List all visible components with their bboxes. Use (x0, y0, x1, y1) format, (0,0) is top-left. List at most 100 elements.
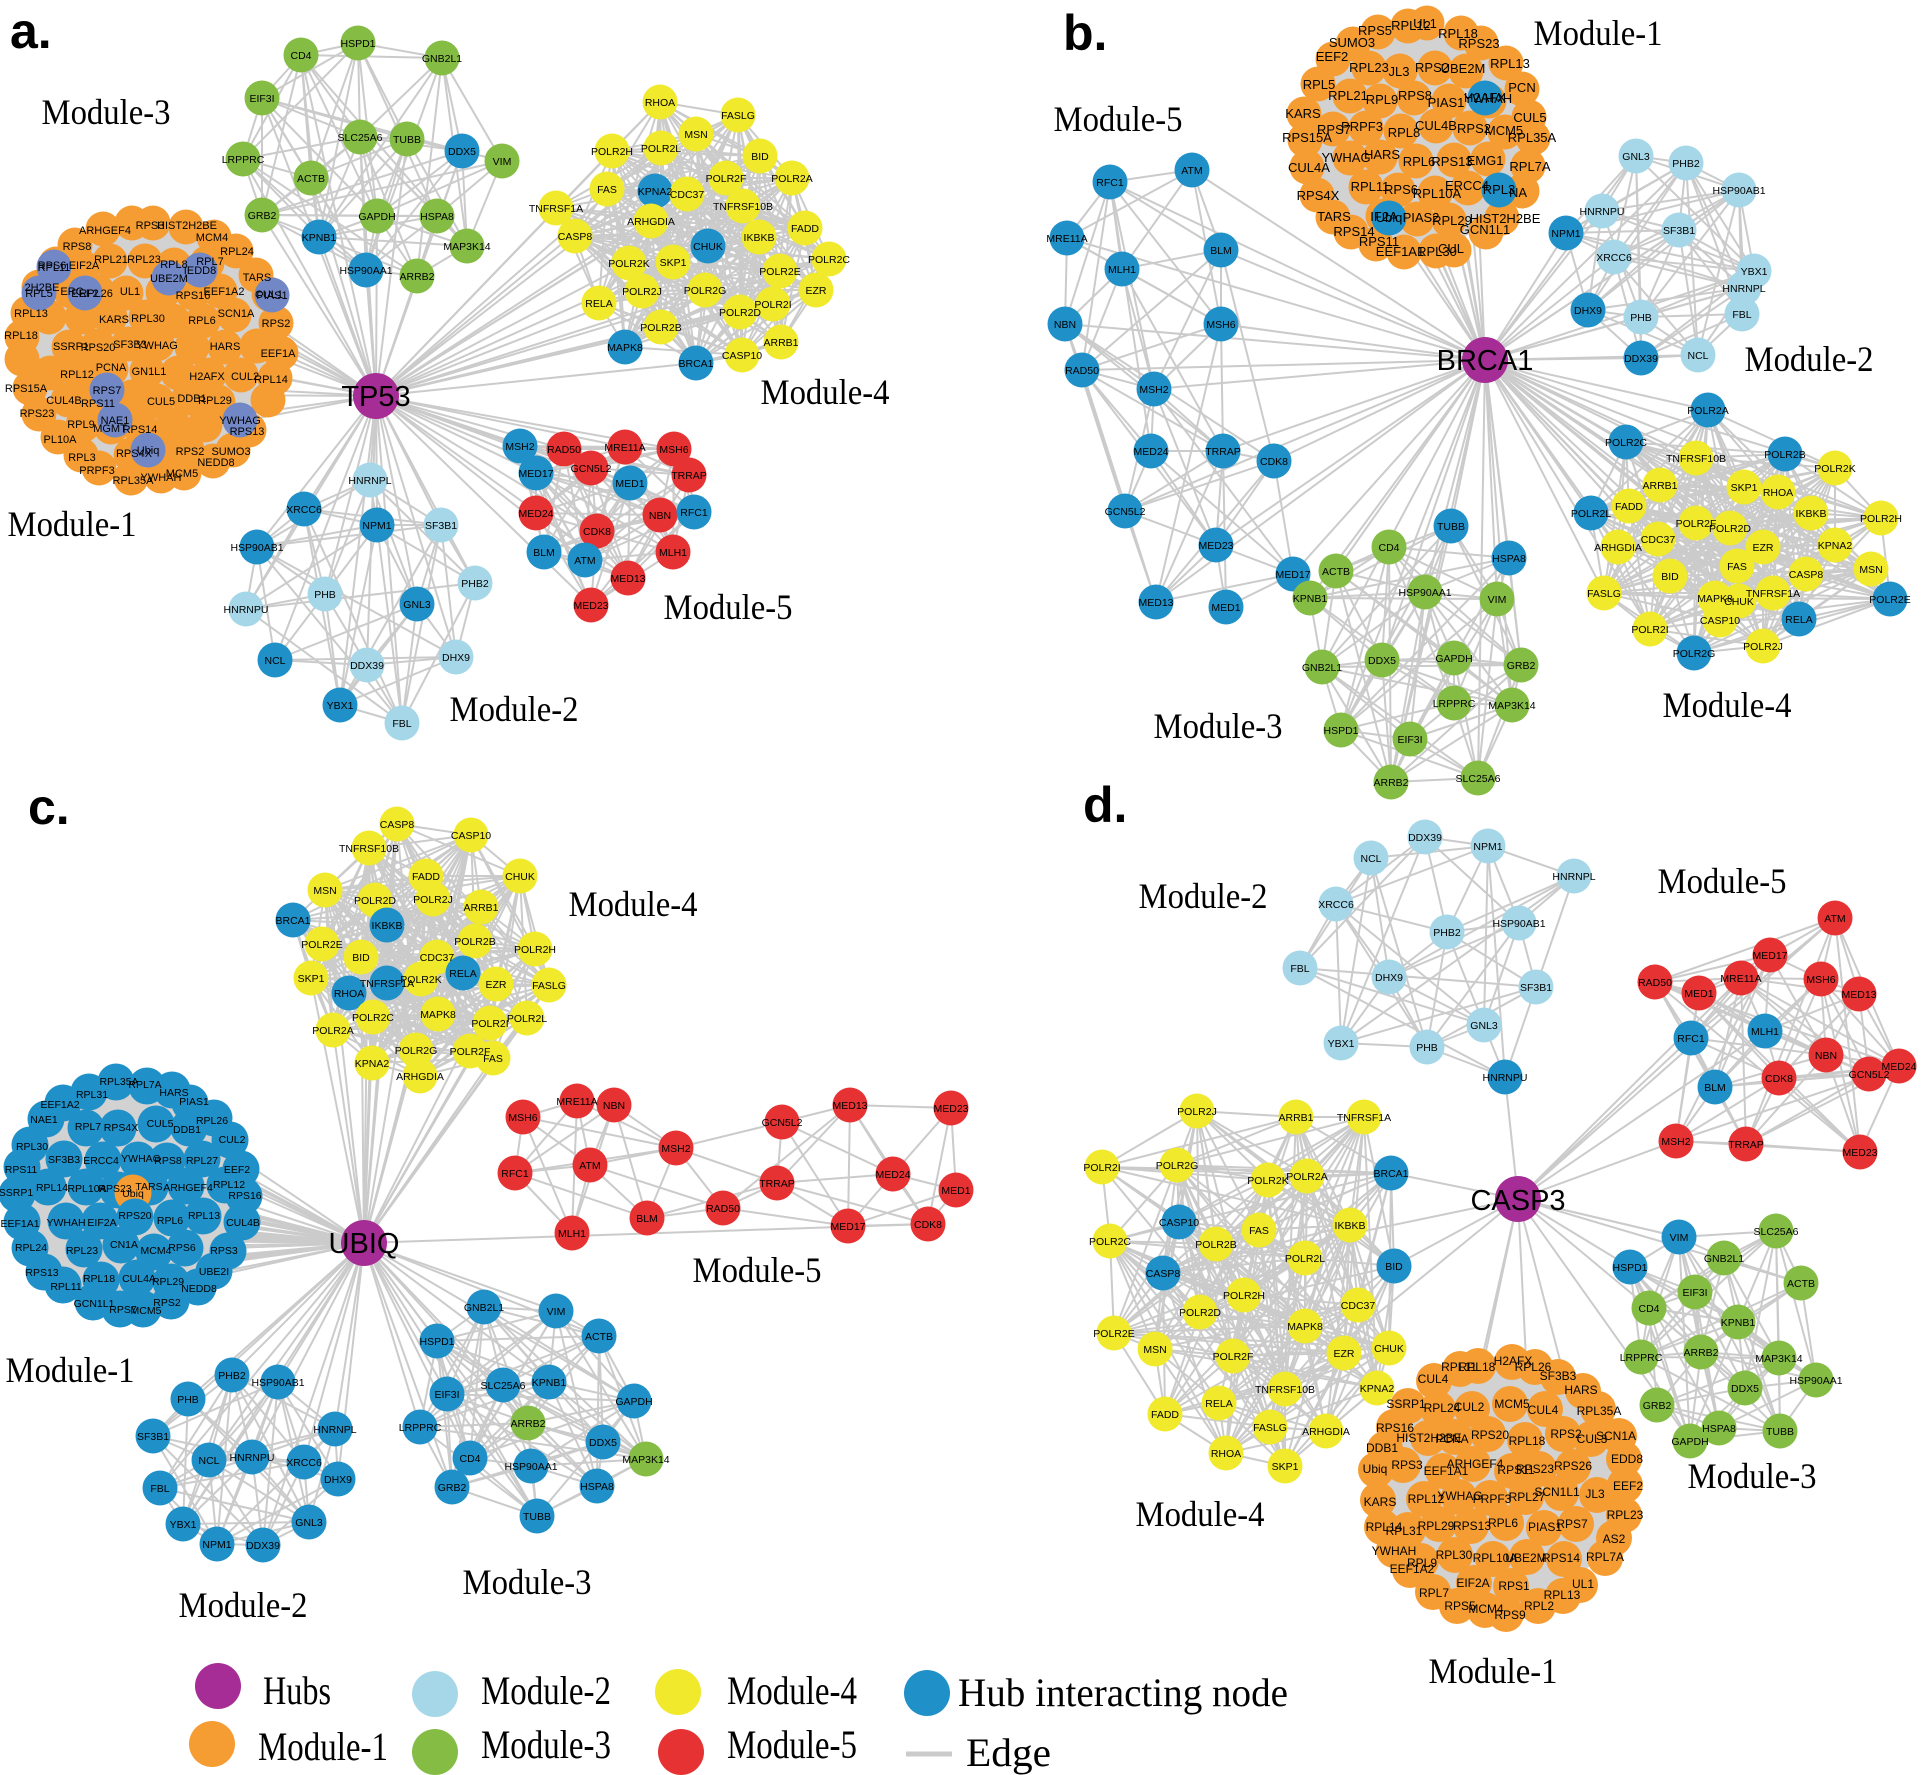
svg-text:SF3B3: SF3B3 (48, 1154, 80, 1166)
svg-text:RPL21: RPL21 (1328, 88, 1368, 103)
svg-text:SCN1A: SCN1A (1596, 1429, 1636, 1443)
svg-text:CASP10: CASP10 (451, 830, 491, 842)
svg-text:MCM5: MCM5 (131, 1305, 162, 1317)
svg-text:DDB1: DDB1 (1366, 1441, 1398, 1455)
svg-text:HARS: HARS (159, 1087, 188, 1099)
svg-text:EZR: EZR (806, 285, 827, 297)
svg-text:RPL12: RPL12 (1391, 18, 1431, 33)
svg-text:DDX5: DDX5 (1731, 1383, 1759, 1395)
svg-text:RPS2: RPS2 (176, 446, 205, 458)
svg-text:Module-2: Module-2 (450, 689, 579, 729)
svg-text:RPS15A: RPS15A (5, 383, 48, 395)
svg-text:FBL: FBL (392, 718, 411, 730)
svg-text:GAPDH: GAPDH (1435, 653, 1472, 665)
svg-text:NA: NA (1509, 185, 1527, 200)
svg-text:FAS: FAS (1249, 1225, 1269, 1237)
svg-text:GCN5L2: GCN5L2 (571, 463, 612, 475)
svg-text:MSN: MSN (313, 885, 336, 897)
svg-text:RPL2: RPL2 (1524, 1599, 1554, 1613)
svg-text:NAE1: NAE1 (101, 415, 130, 427)
svg-text:RPL5: RPL5 (1303, 77, 1336, 92)
svg-text:RPL14: RPL14 (36, 1182, 68, 1194)
svg-text:CUL4A: CUL4A (1288, 160, 1330, 175)
svg-text:GAPDH: GAPDH (1671, 1436, 1708, 1448)
svg-text:EZR: EZR (486, 979, 507, 991)
svg-text:PRPF3: PRPF3 (1341, 119, 1383, 134)
svg-text:Ubiq: Ubiq (122, 1188, 144, 1200)
svg-text:EEF1A1: EEF1A1 (0, 1218, 39, 1230)
svg-text:NBN: NBN (1054, 319, 1076, 331)
svg-text:HSP90AB1: HSP90AB1 (1492, 918, 1545, 930)
svg-text:ACTB: ACTB (585, 1331, 613, 1343)
svg-text:ACTB: ACTB (1787, 1278, 1815, 1290)
svg-text:ARRB1: ARRB1 (1278, 1112, 1313, 1124)
svg-text:GRB2: GRB2 (248, 210, 277, 222)
svg-text:Module-3: Module-3 (463, 1562, 592, 1602)
svg-text:RPL29: RPL29 (1432, 213, 1472, 228)
svg-text:RPL35A: RPL35A (99, 1076, 138, 1088)
svg-text:FADD: FADD (1151, 1409, 1179, 1421)
svg-text:MAP3K14: MAP3K14 (1755, 1353, 1802, 1365)
svg-text:Module-5: Module-5 (1658, 861, 1787, 901)
svg-text:CHUK: CHUK (693, 241, 723, 253)
svg-text:RPS23: RPS23 (20, 408, 55, 420)
svg-text:PCNA: PCNA (1435, 1432, 1468, 1446)
svg-text:CUL4B: CUL4B (46, 395, 81, 407)
svg-text:RPS7: RPS7 (1317, 122, 1351, 137)
svg-text:BLM: BLM (1704, 1082, 1726, 1094)
svg-text:RPS11: RPS11 (1497, 1463, 1534, 1477)
svg-text:GAPDH: GAPDH (615, 1396, 652, 1408)
svg-text:POLR2B: POLR2B (454, 936, 495, 948)
svg-text:TARS: TARS (243, 272, 272, 284)
svg-text:TRRAP: TRRAP (1205, 446, 1241, 458)
svg-text:RPS3: RPS3 (1391, 1458, 1423, 1472)
svg-text:MED17: MED17 (830, 1221, 865, 1233)
svg-text:IF2A: IF2A (1370, 209, 1398, 224)
svg-text:HNRNPL: HNRNPL (1552, 871, 1595, 883)
svg-text:EIF3I: EIF3I (434, 1389, 459, 1401)
svg-text:POLR2C: POLR2C (1089, 1236, 1131, 1248)
svg-text:CD4: CD4 (459, 1453, 480, 1465)
svg-text:RPL24: RPL24 (15, 1242, 47, 1254)
svg-text:RPL23: RPL23 (1349, 60, 1389, 75)
svg-text:FADD: FADD (412, 871, 440, 883)
svg-text:POLR2D: POLR2D (354, 895, 396, 907)
svg-text:HSP90AA1: HSP90AA1 (339, 265, 392, 277)
svg-text:RPL29: RPL29 (1418, 1519, 1455, 1533)
svg-text:HSP90AB1: HSP90AB1 (251, 1377, 304, 1389)
svg-text:CASP8: CASP8 (380, 819, 415, 831)
svg-text:RPL30: RPL30 (1436, 1548, 1473, 1562)
svg-text:DDX5: DDX5 (589, 1437, 617, 1449)
svg-text:MAPK8: MAPK8 (420, 1009, 456, 1021)
svg-text:MGMT: MGMT (93, 423, 127, 435)
svg-text:b.: b. (1063, 5, 1107, 61)
svg-text:POLR2B: POLR2B (640, 322, 681, 334)
svg-text:RPL6: RPL6 (1488, 1516, 1518, 1530)
svg-text:RPL31: RPL31 (1386, 1524, 1423, 1538)
svg-text:LRPPRC: LRPPRC (222, 154, 265, 166)
svg-text:MSH6: MSH6 (1806, 974, 1835, 986)
svg-text:RPS7: RPS7 (109, 1304, 137, 1316)
svg-text:NCL: NCL (198, 1455, 219, 1467)
svg-text:RAD50: RAD50 (706, 1203, 740, 1215)
svg-text:RPL35A: RPL35A (113, 475, 155, 487)
svg-text:RPL12: RPL12 (213, 1179, 245, 1191)
svg-text:SF3B1: SF3B1 (137, 1431, 169, 1443)
svg-text:RPL12: RPL12 (60, 369, 94, 381)
svg-text:ATM: ATM (574, 555, 595, 567)
svg-text:KARS: KARS (1285, 106, 1321, 121)
svg-text:RPL29: RPL29 (198, 395, 232, 407)
svg-text:RPS6: RPS6 (1384, 182, 1418, 197)
svg-text:AS2: AS2 (1603, 1532, 1626, 1546)
svg-text:EEF2: EEF2 (71, 288, 99, 300)
svg-text:POLR2B: POLR2B (1195, 1239, 1236, 1251)
svg-text:ARRB2: ARRB2 (1373, 777, 1408, 789)
svg-text:YBX1: YBX1 (1328, 1038, 1355, 1050)
svg-text:GRB2: GRB2 (1643, 1400, 1672, 1412)
svg-text:CUL1: CUL1 (255, 289, 283, 301)
svg-text:PL10A: PL10A (43, 434, 77, 446)
svg-text:CUL4: CUL4 (1528, 1403, 1559, 1417)
svg-text:POLR2F: POLR2F (706, 173, 747, 185)
svg-text:GCN5L2: GCN5L2 (762, 1117, 803, 1129)
svg-text:RAD50: RAD50 (1638, 977, 1672, 989)
